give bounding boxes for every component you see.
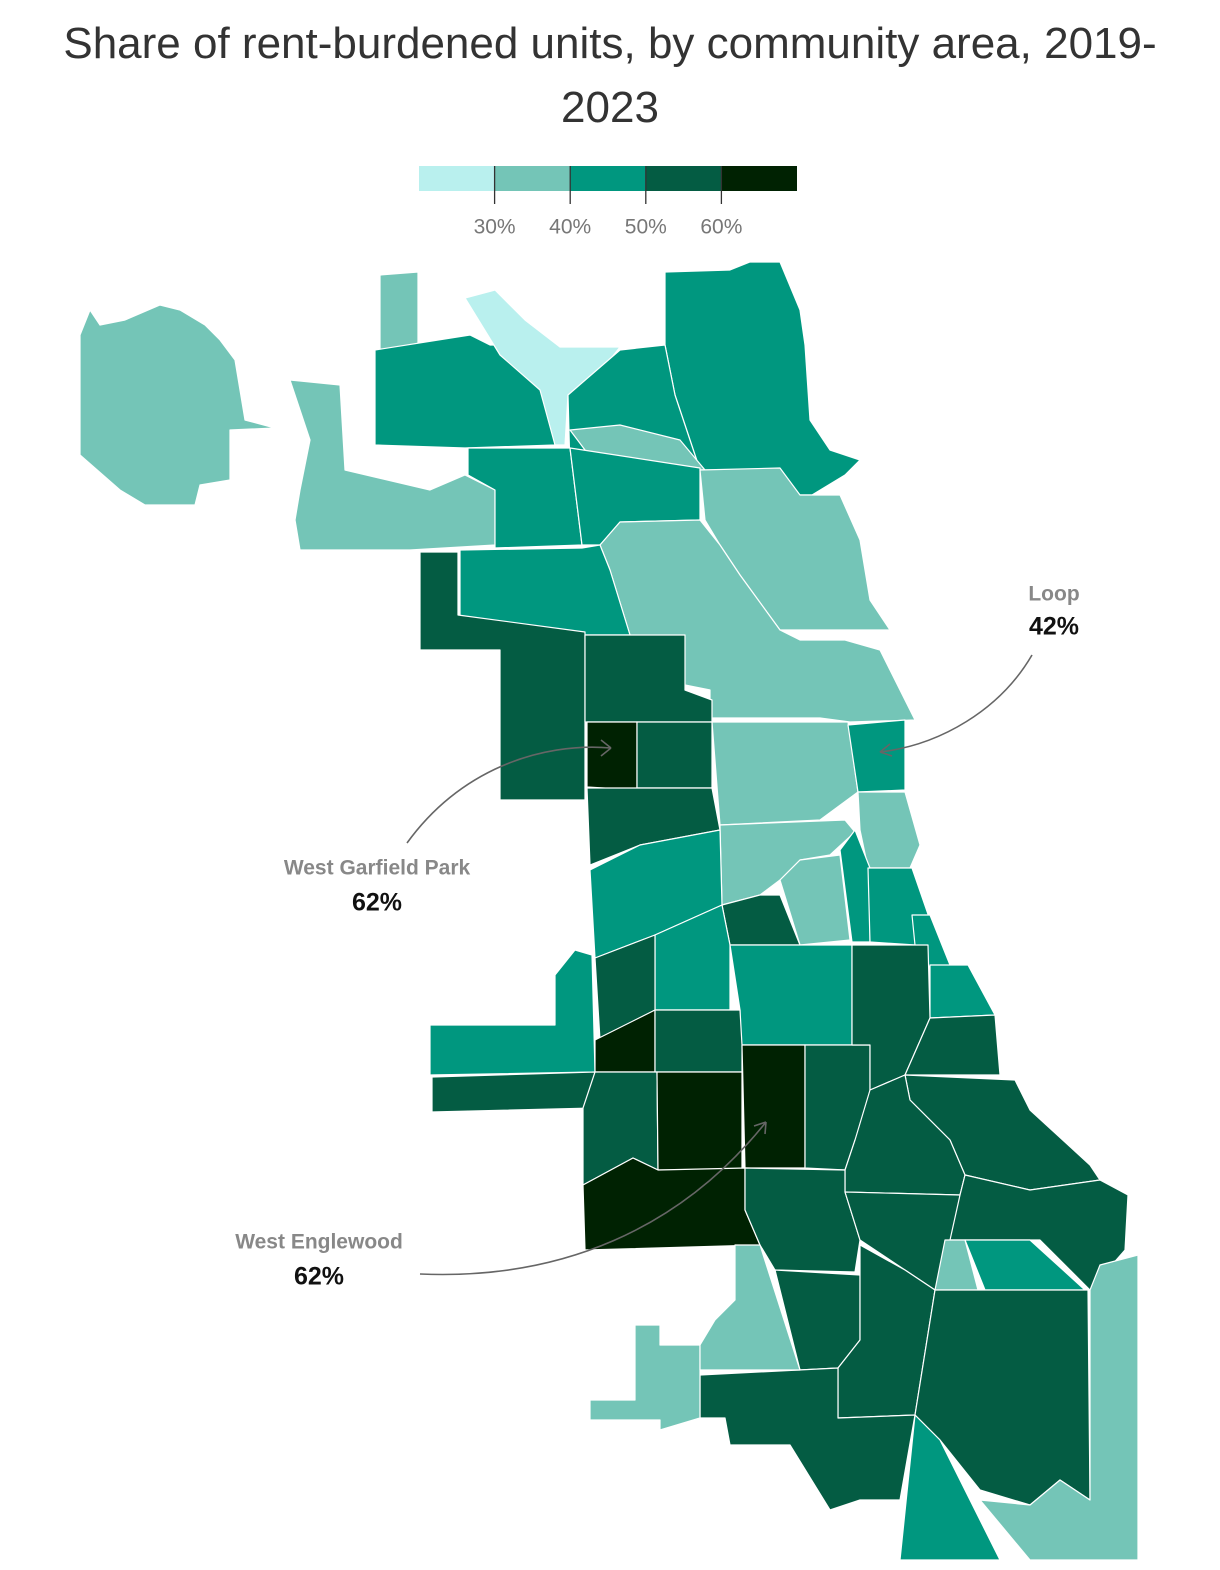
legend-tick-label: 30% [474, 216, 516, 239]
region [582, 1157, 761, 1251]
annotation-arrow [753, 1121, 767, 1135]
annotation-arrow [879, 654, 1033, 753]
legend-tick-label: 40% [549, 216, 591, 239]
region [779, 854, 851, 946]
region [589, 1324, 701, 1431]
region [656, 1071, 743, 1171]
region [636, 721, 713, 789]
region [904, 1014, 1001, 1076]
region [586, 721, 638, 791]
legend-swatch [570, 166, 646, 191]
annotation-label: West Garfield Park [284, 857, 471, 880]
region [741, 1044, 806, 1169]
annotation-arrow [879, 743, 893, 757]
legend-swatch [494, 166, 571, 191]
region [899, 1414, 1001, 1561]
legend: 30% 40% 50% 60% [419, 166, 797, 239]
annotation-arrow [406, 746, 612, 844]
annotations: Loop 42% West Garfield Park 62% West Eng… [235, 583, 1079, 1291]
legend-swatch [645, 166, 722, 191]
annotation-label: Loop [1028, 583, 1079, 606]
region [711, 721, 859, 826]
annotation-label: West Englewood [235, 1231, 403, 1254]
annotation-value: 42% [1029, 613, 1079, 641]
region [379, 271, 419, 351]
legend-swatch [419, 166, 495, 191]
annotation-arrow [600, 739, 612, 757]
legend-swatch [721, 166, 797, 191]
annotation-value: 62% [294, 1263, 344, 1291]
region [419, 551, 586, 801]
region [929, 964, 996, 1019]
region [744, 1167, 861, 1273]
regions [79, 261, 1139, 1561]
region [431, 1071, 596, 1113]
legend-tick-label: 60% [700, 216, 742, 239]
region [429, 949, 596, 1076]
title: Share of rent-burdened units, by communi… [63, 19, 1157, 132]
region [654, 1009, 743, 1073]
annotation-value: 62% [352, 889, 402, 917]
region [979, 1254, 1139, 1561]
region [857, 791, 921, 869]
region [699, 467, 891, 631]
region [847, 719, 906, 793]
region [729, 944, 853, 1046]
region [699, 1244, 801, 1371]
annotation-arrow [419, 1121, 767, 1276]
region [79, 304, 276, 506]
region [699, 1367, 916, 1511]
legend-tick-label: 50% [625, 216, 667, 239]
